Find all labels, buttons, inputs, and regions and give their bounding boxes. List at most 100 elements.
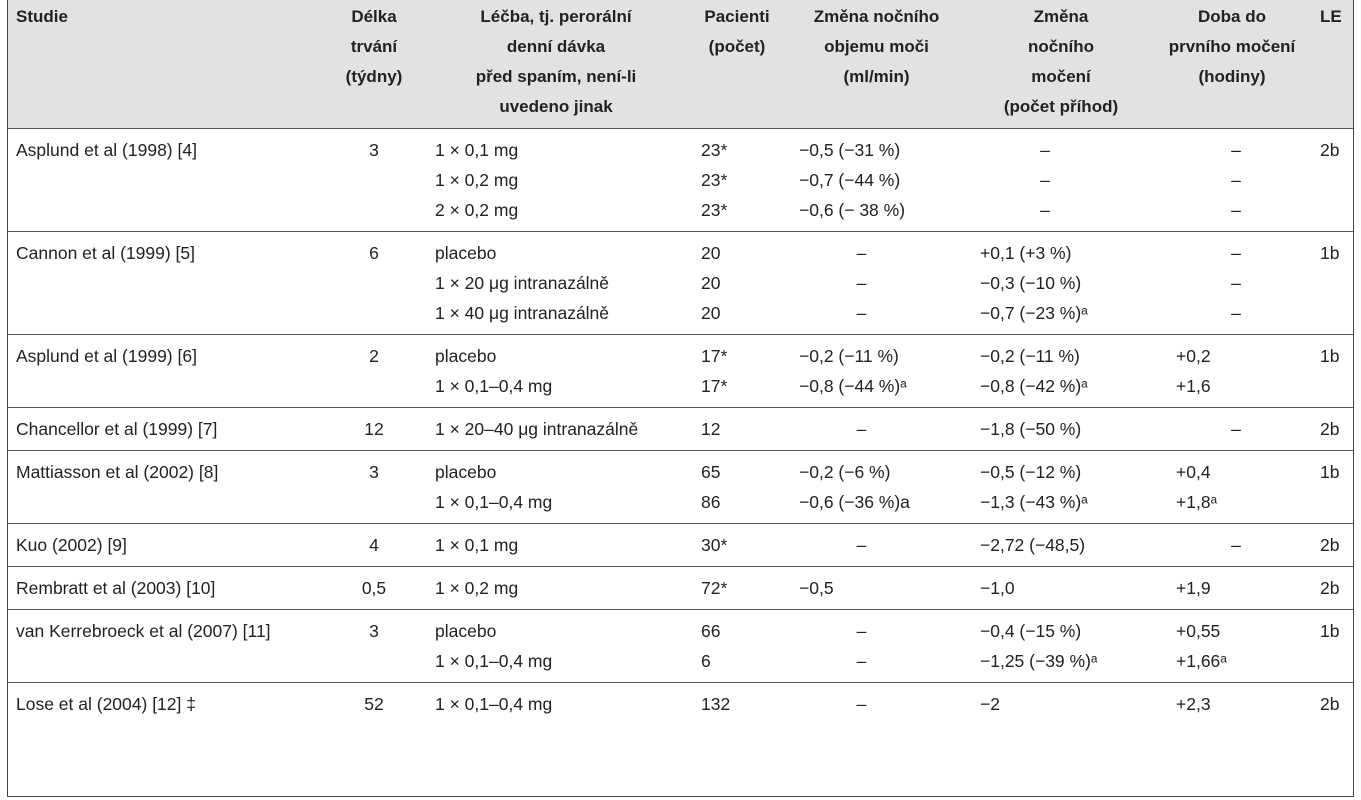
cell-volume: −0,2 (−11 %) −0,8 (−44 %)ᵃ xyxy=(785,334,968,407)
cell-le: 2b xyxy=(1320,534,1340,555)
cell-patients: 66 6 xyxy=(689,609,785,682)
cell-patients: 23* 23* 23* xyxy=(689,128,785,231)
header-patients: Pacienti (počet) xyxy=(689,0,785,128)
cell-time: +0,2 +1,6 xyxy=(1154,334,1310,407)
cell-treatment-line: placebo xyxy=(435,242,497,263)
cell-time-line: +1,9 xyxy=(1176,577,1211,598)
cell-patients-line: 23* xyxy=(701,169,728,190)
cell-patients: 65 86 xyxy=(689,450,785,523)
cell-study: Rembratt et al (2003) [10] xyxy=(16,577,216,598)
cell-patients-line: 23* xyxy=(701,199,728,220)
cell-volume-line: – xyxy=(856,272,867,293)
table-row: Cannon et al (1999) [5] 6 placebo 1 × 20 μg… xyxy=(8,231,1353,334)
header-voids-change: Změna nočního močení (počet příhod) xyxy=(968,0,1154,128)
cell-duration: 3 xyxy=(369,620,379,641)
cell-treatment-line: 1 × 0,2 mg xyxy=(435,169,519,190)
header-line: objemu moči xyxy=(824,37,929,56)
study-table-container: Studie Délka trvání (týdny) Léčba, tj. pe… xyxy=(7,0,1354,797)
cell-treatment: placebo 1 × 20 μg intranazálně 1 × 40 μg i… xyxy=(423,231,689,334)
cell-volume-line: −0,2 (−11 %) xyxy=(799,345,899,366)
cell-volume-line: – xyxy=(856,650,867,671)
cell-treatment-line: 1 × 20 μg intranazálně xyxy=(435,272,610,293)
header-line: Změna xyxy=(1033,7,1089,26)
header-line: (počet příhod) xyxy=(1003,97,1119,116)
cell-treatment-line: 2 × 0,2 mg xyxy=(435,199,519,220)
cell-time-line: +0,4 xyxy=(1176,461,1211,482)
cell-treatment-line: 1 × 0,1–0,4 mg xyxy=(435,491,553,512)
cell-volume-line: −0,6 (−36 %)a xyxy=(799,491,910,512)
cell-patients: 20 20 20 xyxy=(689,231,785,334)
cell-patients-line: 132 xyxy=(701,693,731,714)
header-line: Doba do xyxy=(1198,7,1266,26)
header-le: LE xyxy=(1310,0,1353,128)
cell-volume-line: – xyxy=(856,302,867,323)
cell-voids-line: −2 xyxy=(980,693,1000,714)
cell-volume-line: – xyxy=(856,693,867,714)
cell-time-line: +2,3 xyxy=(1176,693,1211,714)
cell-patients-line: 17* xyxy=(701,345,728,366)
cell-voids: – – – xyxy=(968,128,1154,231)
table-row: Mattiasson et al (2002) [8] 3 placebo 1 × 0… xyxy=(8,450,1353,523)
cell-patients-line: 12 xyxy=(701,418,721,439)
cell-time-line: – xyxy=(1231,242,1241,263)
cell-volume: −0,2 (−6 %) −0,6 (−36 %)a xyxy=(785,450,968,523)
cell-treatment-line: placebo xyxy=(435,461,497,482)
cell-voids-line: −1,25 (−39 %)ᵃ xyxy=(980,650,1098,671)
cell-time: +0,4 +1,8ᵃ xyxy=(1154,450,1310,523)
cell-voids-line: −0,7 (−23 %)ᵃ xyxy=(980,302,1088,323)
header-line: prvního močení xyxy=(1168,37,1296,56)
cell-duration: 3 xyxy=(369,461,379,482)
cell-time: +0,55 +1,66ᵃ xyxy=(1154,609,1310,682)
cell-le: 1b xyxy=(1320,345,1340,366)
cell-le: 2b xyxy=(1320,577,1340,598)
cell-le: 2b xyxy=(1320,139,1340,160)
cell-treatment-line: 1 × 0,1–0,4 mg xyxy=(435,650,553,671)
cell-study: van Kerrebroeck et al (2007) [11] xyxy=(16,620,271,641)
cell-treatment: 1 × 0,1 mg 1 × 0,2 mg 2 × 0,2 mg xyxy=(423,128,689,231)
cell-duration: 0,5 xyxy=(361,577,387,598)
cell-study: Kuo (2002) [9] xyxy=(16,534,127,555)
cell-time-line: +0,2 xyxy=(1176,345,1211,366)
cell-patients-line: 20 xyxy=(701,242,721,263)
table-row: Rembratt et al (2003) [10] 0,5 1 × 0,2 mg 7… xyxy=(8,566,1353,609)
cell-treatment: placebo 1 × 0,1–0,4 mg xyxy=(423,334,689,407)
cell-study: Cannon et al (1999) [5] xyxy=(16,242,196,263)
header-time-to-void: Doba do prvního močení (hodiny) xyxy=(1154,0,1310,128)
cell-patients-line: 20 xyxy=(701,272,721,293)
cell-duration: 4 xyxy=(369,534,379,555)
header-line: (ml/min) xyxy=(843,67,910,86)
cell-volume-line: – xyxy=(856,242,867,263)
header-line: nočního xyxy=(1027,37,1095,56)
header-line: Léčba, tj. perorální xyxy=(480,7,632,26)
cell-voids-line: −1,8 (−50 %) xyxy=(980,418,1082,439)
cell-patients-line: 6 xyxy=(701,650,711,671)
cell-volume-line: −0,6 (− 38 %) xyxy=(799,199,906,220)
cell-time: +1,9 xyxy=(1154,566,1310,609)
header-line: (počet) xyxy=(708,37,766,56)
cell-patients-line: 72* xyxy=(701,577,728,598)
cell-voids-line: −2,72 (−48,5) xyxy=(980,534,1086,555)
cell-voids: −2 xyxy=(968,682,1154,725)
cell-time-line: +1,66ᵃ xyxy=(1176,650,1227,671)
table-row: Kuo (2002) [9] 4 1 × 0,1 mg 30* – −2,72 (−48,… xyxy=(8,523,1353,566)
cell-patients: 17* 17* xyxy=(689,334,785,407)
cell-duration: 12 xyxy=(364,418,384,439)
cell-study: Mattiasson et al (2002) [8] xyxy=(16,461,219,482)
cell-treatment: 1 × 0,1–0,4 mg xyxy=(423,682,689,725)
cell-patients-line: 86 xyxy=(701,491,721,512)
cell-time: +2,3 xyxy=(1154,682,1310,725)
cell-duration: 52 xyxy=(364,693,384,714)
cell-time-line: – xyxy=(1231,534,1241,555)
header-line: (týdny) xyxy=(345,67,403,86)
cell-patients: 12 xyxy=(689,407,785,450)
cell-volume-line: −0,8 (−44 %)ᵃ xyxy=(799,375,907,396)
table-body: Asplund et al (1998) [4] 3 1 × 0,1 mg 1 × 0… xyxy=(8,128,1353,725)
table-row: Asplund et al (1998) [4] 3 1 × 0,1 mg 1 × 0… xyxy=(8,128,1353,231)
cell-voids: +0,1 (+3 %) −0,3 (−10 %) −0,7 (−23 %)ᵃ xyxy=(968,231,1154,334)
cell-volume: – – xyxy=(785,609,968,682)
cell-volume-line: −0,2 (−6 %) xyxy=(799,461,891,482)
cell-le: 1b xyxy=(1320,461,1340,482)
cell-voids: −1,8 (−50 %) xyxy=(968,407,1154,450)
cell-treatment: 1 × 20–40 μg intranazálně xyxy=(423,407,689,450)
cell-time-line: – xyxy=(1231,302,1241,323)
